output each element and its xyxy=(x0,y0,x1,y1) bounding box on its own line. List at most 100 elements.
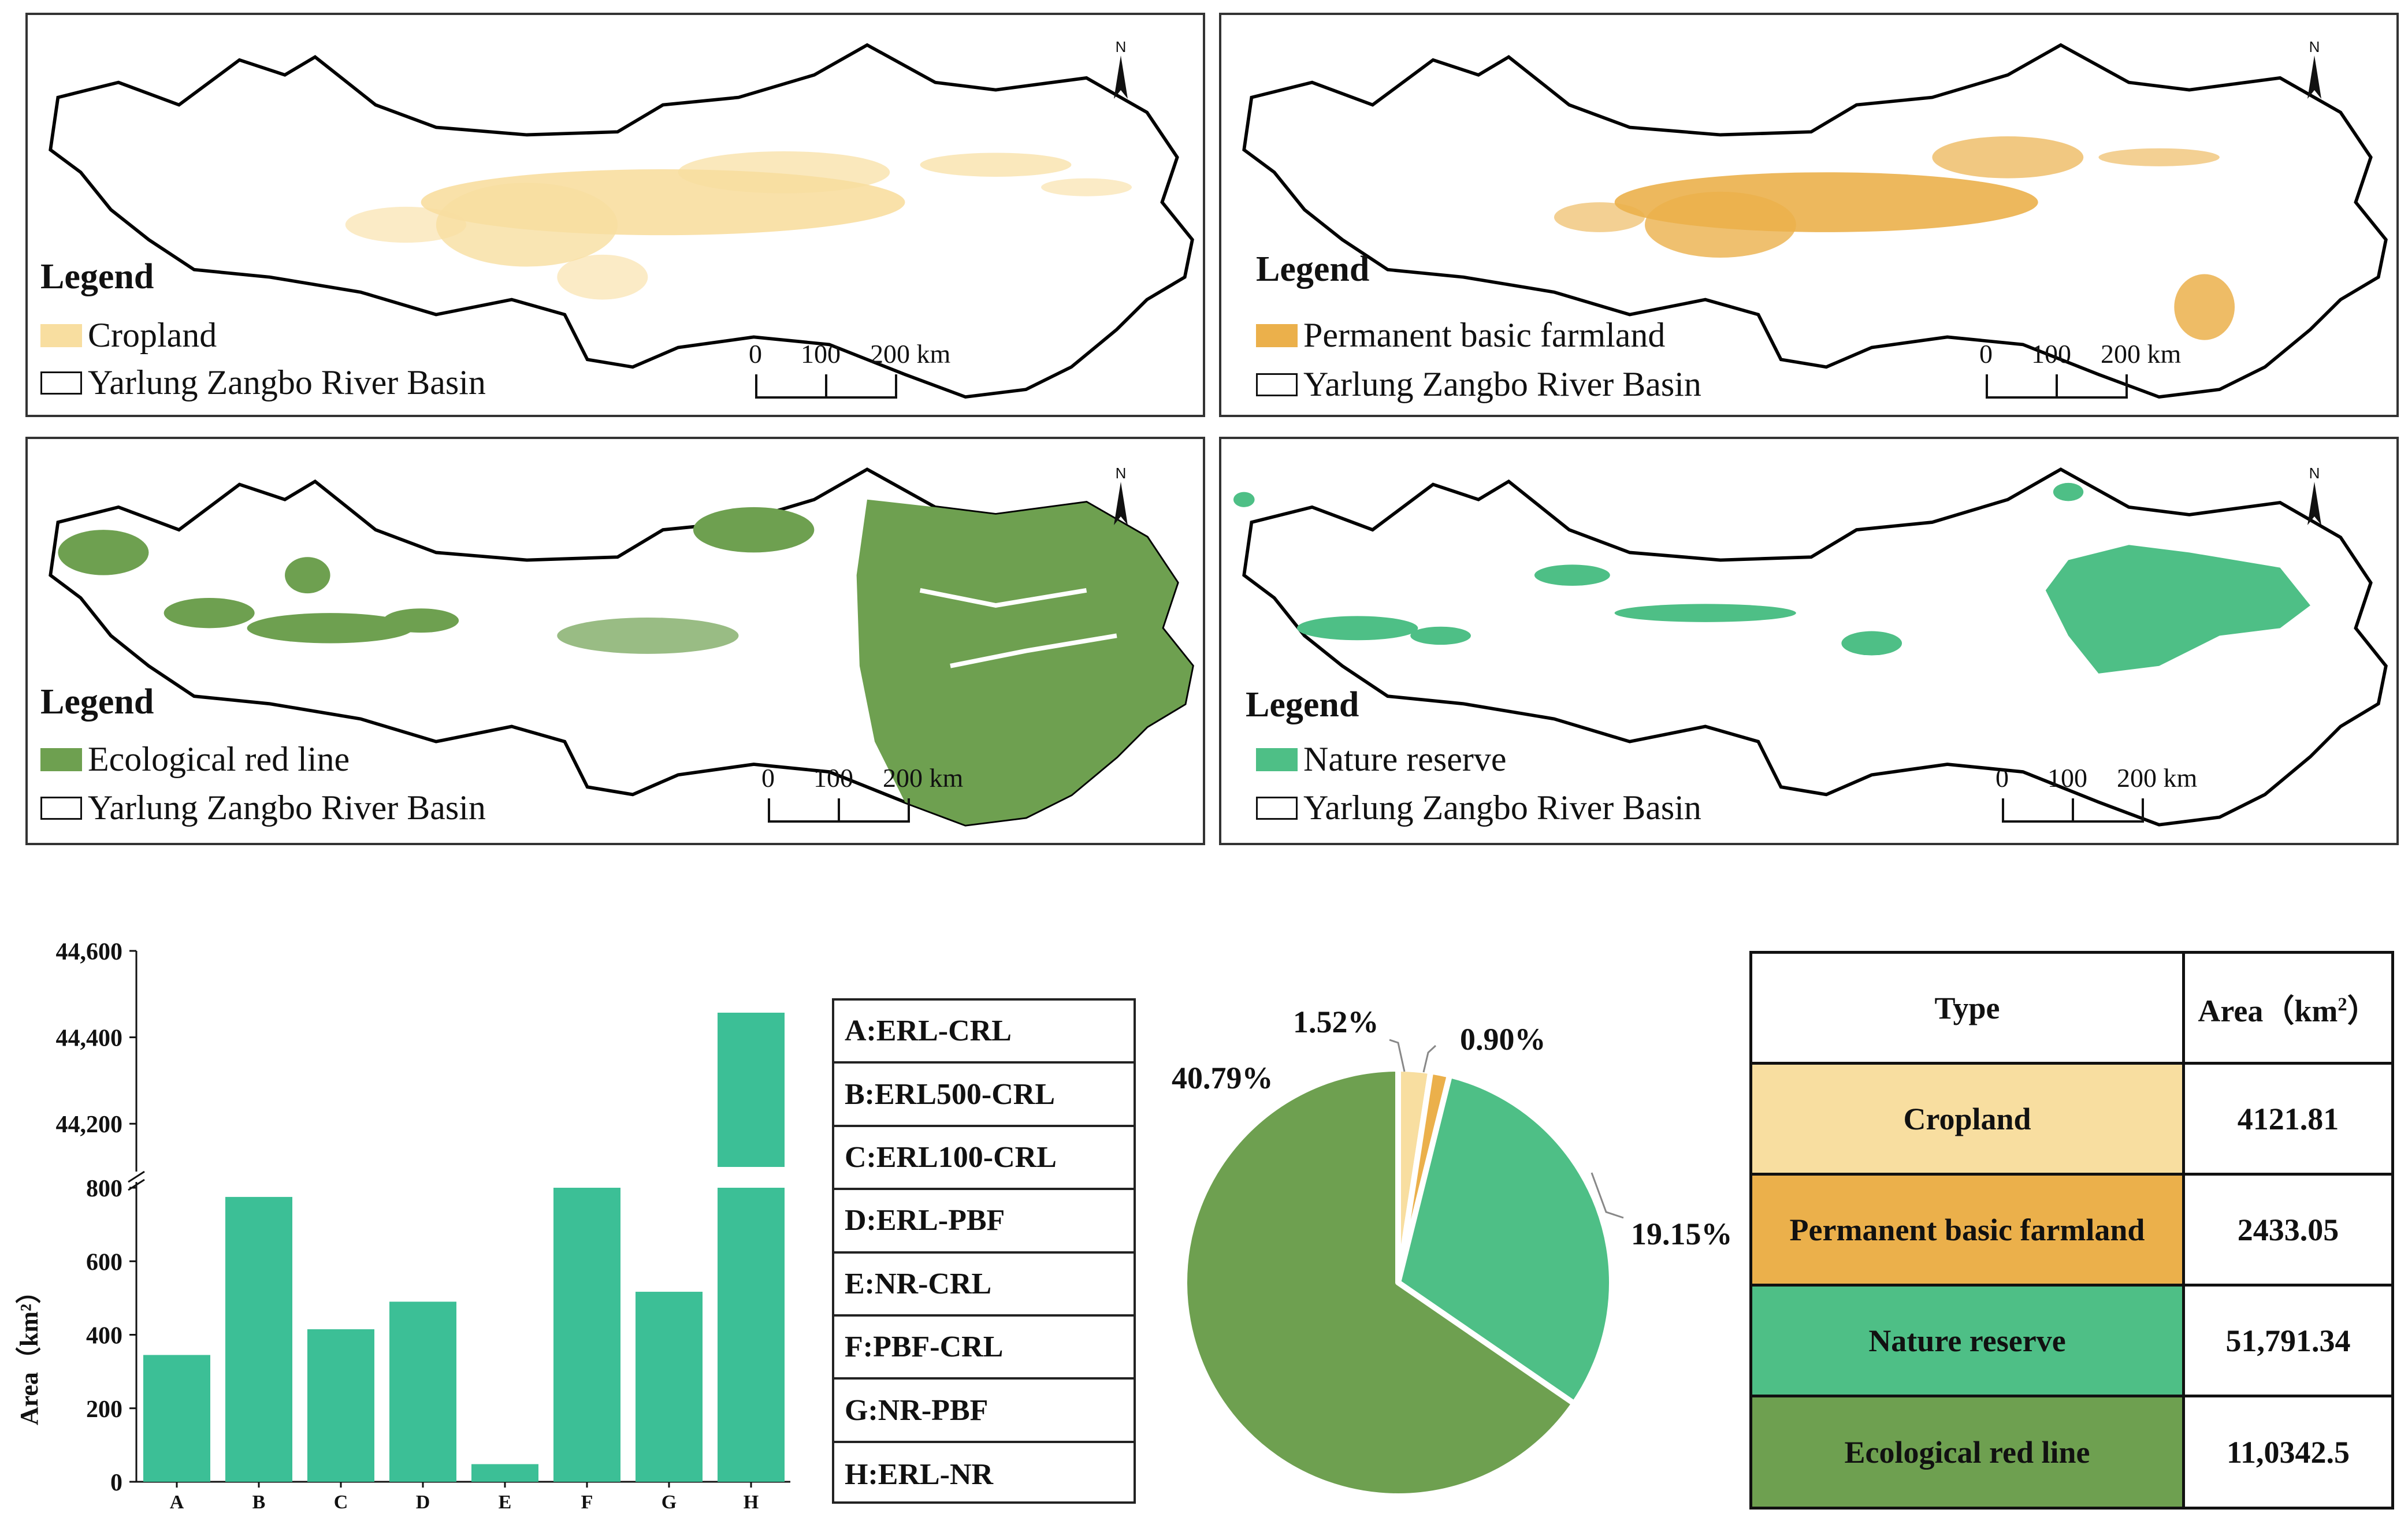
pct-label-reserve: 19.15% xyxy=(1631,1217,1733,1251)
legend-basin-label: Yarlung Zangbo River Basin xyxy=(88,363,486,401)
layer-swatch xyxy=(40,748,82,771)
x-tick-label: C xyxy=(334,1492,348,1513)
y-tick-label: 600 xyxy=(86,1249,122,1276)
bar-b xyxy=(225,1196,292,1482)
scale-label-zero: 0 xyxy=(1979,339,1993,369)
legend-title: Legend xyxy=(40,257,154,296)
leader-line-cropland xyxy=(1389,1039,1406,1072)
legend-title: Legend xyxy=(40,682,154,722)
bar-c xyxy=(307,1329,374,1482)
x-tick-label: G xyxy=(662,1492,677,1513)
y-tick-label: 800 xyxy=(86,1176,122,1202)
layer-swatch xyxy=(1256,748,1298,771)
scale-label-end: 200 km xyxy=(883,763,964,793)
x-tick-label: H xyxy=(744,1492,759,1513)
scale-label-mid: 100 xyxy=(2031,339,2071,369)
north-label: N xyxy=(1115,38,1127,55)
basin-map xyxy=(1221,15,2401,419)
scale-bar: 0 100 200 km xyxy=(761,763,963,832)
y-tick-label: 400 xyxy=(86,1323,122,1349)
header-area-text: Area（km xyxy=(2198,994,2338,1028)
x-tick-label: E xyxy=(499,1492,512,1513)
basin-map xyxy=(1233,439,2401,847)
key-item-b: B:ERL500-CRL xyxy=(834,1064,1134,1127)
map-panel-farmland: N Legend Permanent basic farmland Yarlun… xyxy=(1219,13,2399,417)
basin-swatch xyxy=(1256,373,1298,396)
legend-item-basin: Yarlung Zangbo River Basin xyxy=(1256,788,1701,828)
legend-basin-label: Yarlung Zangbo River Basin xyxy=(88,789,486,827)
bar-chart: Area（km²） 0 200 400 600 800 44,200 44,400 44,60… xyxy=(15,939,790,1513)
pct-label-farmland: 0.90% xyxy=(1460,1022,1546,1057)
row-area: 4121.81 xyxy=(2182,1062,2394,1176)
x-tick-label: D xyxy=(416,1492,430,1513)
bar-h-upper xyxy=(718,1012,785,1167)
map-panel-reserve: N Legend Nature reserve Yarlung Zangbo R… xyxy=(1219,437,2399,845)
layer-swatch xyxy=(1256,324,1298,347)
row-area: 2433.05 xyxy=(2182,1173,2394,1287)
pct-label-cropland: 1.52% xyxy=(1293,1005,1379,1039)
legend-item-basin: Yarlung Zangbo River Basin xyxy=(40,788,486,828)
north-arrow: N xyxy=(2297,464,2332,528)
map-panel-cropland: N Legend Cropland Yarlung Zangbo River B… xyxy=(25,13,1205,417)
scale-label-mid: 100 xyxy=(801,339,841,369)
legend-item-layer: Ecological red line xyxy=(40,739,350,779)
north-arrow: N xyxy=(2297,38,2332,102)
legend-item-layer: Nature reserve xyxy=(1256,739,1506,779)
legend-layer-label: Ecological red line xyxy=(88,740,350,778)
y-tick-label: 200 xyxy=(86,1396,122,1423)
cropland-patches xyxy=(345,151,1132,300)
table-row: Permanent basic farmland 2433.05 xyxy=(1749,1173,2394,1287)
bar-f-lower xyxy=(553,1188,620,1482)
key-item-h: H:ERL-NR xyxy=(845,1458,994,1491)
table-row: Cropland 4121.81 xyxy=(1749,1062,2394,1176)
legend-basin-label: Yarlung Zangbo River Basin xyxy=(1303,365,1701,403)
basin-map xyxy=(28,439,1207,847)
key-item-a: A:ERL-CRL xyxy=(834,1001,1134,1064)
basin-swatch xyxy=(1256,796,1298,820)
reserve-patches xyxy=(1233,482,2310,674)
scale-label-end: 200 km xyxy=(870,339,951,369)
scale-bar: 0 100 200 km xyxy=(1979,339,2181,408)
row-type: Cropland xyxy=(1749,1062,2185,1176)
north-label: N xyxy=(2309,464,2320,482)
y-tick-label: 44,600 xyxy=(56,939,123,965)
bar-g xyxy=(636,1292,703,1482)
legend-item-layer: Permanent basic farmland xyxy=(1256,315,1665,355)
basin-swatch xyxy=(40,796,82,820)
x-tick-label: A xyxy=(170,1492,184,1513)
key-item-f: F:PBF-CRL xyxy=(834,1317,1134,1380)
legend-item-layer: Cropland xyxy=(40,315,217,355)
scale-label-zero: 0 xyxy=(749,339,762,369)
row-type: Permanent basic farmland xyxy=(1749,1173,2185,1287)
row-area: 11,0342.5 xyxy=(2182,1395,2394,1510)
bar-d xyxy=(389,1302,456,1482)
header-type: Type xyxy=(1749,951,2185,1065)
redline-patches xyxy=(58,499,1192,825)
bar-e xyxy=(471,1464,538,1482)
header-area-close: ） xyxy=(2347,994,2379,1028)
area-table: Type Area（km2） Cropland 4121.81 Permanen… xyxy=(1749,951,2394,1510)
scale-label-zero: 0 xyxy=(1995,763,2009,793)
header-area-sup: 2 xyxy=(2338,994,2347,1015)
table-header-row: Type Area（km2） xyxy=(1749,951,2394,1065)
row-area: 51,791.34 xyxy=(2182,1284,2394,1397)
legend-item-basin: Yarlung Zangbo River Basin xyxy=(40,363,486,403)
legend-layer-label: Permanent basic farmland xyxy=(1303,316,1666,354)
header-area: Area（km2） xyxy=(2182,951,2394,1065)
key-item-e: E:NR-CRL xyxy=(834,1254,1134,1317)
north-label: N xyxy=(2309,38,2320,55)
legend-basin-label: Yarlung Zangbo River Basin xyxy=(1303,789,1701,827)
legend-title: Legend xyxy=(1246,685,1359,724)
x-tick-label: B xyxy=(252,1492,266,1513)
bar-key: A:ERL-CRL B:ERL500-CRL C:ERL100-CRL D:ER… xyxy=(832,998,1136,1504)
layer-swatch xyxy=(40,324,82,347)
x-tick-label: F xyxy=(581,1492,593,1513)
scale-label-end: 200 km xyxy=(2117,763,2198,793)
table-row: Nature reserve 51,791.34 xyxy=(1749,1284,2394,1397)
bar-h-lower xyxy=(718,1188,785,1482)
scale-bar: 0 100 200 km xyxy=(1995,763,2197,832)
pie-slice-reserve xyxy=(1395,1072,1615,1407)
y-tick-label: 0 xyxy=(110,1470,122,1496)
scale-label-zero: 0 xyxy=(761,763,775,793)
scale-bar: 0 100 200 km xyxy=(749,339,950,408)
